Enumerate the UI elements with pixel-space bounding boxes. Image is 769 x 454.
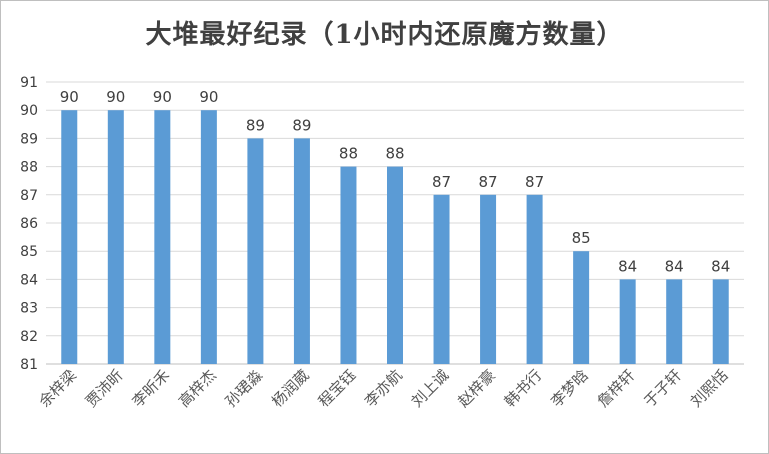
data-label: 90 bbox=[153, 88, 172, 106]
bar bbox=[712, 279, 729, 364]
y-tick-label: 86 bbox=[20, 216, 38, 232]
bar bbox=[200, 110, 217, 364]
data-label: 84 bbox=[711, 257, 730, 275]
x-tick-label: 詹梓轩 bbox=[594, 366, 639, 411]
data-labels: 90 90 90 90 89 89 88 88 87 87 87 85 84 84 84 bbox=[60, 88, 731, 275]
y-tick-label: 84 bbox=[20, 272, 38, 288]
data-label: 88 bbox=[385, 145, 404, 163]
y-tick-label: 81 bbox=[20, 357, 38, 373]
y-tick-label: 90 bbox=[20, 103, 38, 119]
data-label: 90 bbox=[60, 88, 79, 106]
bar bbox=[619, 279, 636, 364]
y-tick-label: 91 bbox=[20, 75, 38, 91]
bar bbox=[666, 279, 683, 364]
bar bbox=[340, 166, 357, 364]
x-tick-label: 赵梓豪 bbox=[454, 366, 499, 411]
data-label: 84 bbox=[618, 257, 637, 275]
y-tick-label: 88 bbox=[20, 160, 38, 176]
data-label: 84 bbox=[665, 257, 684, 275]
y-tick-label: 83 bbox=[20, 301, 38, 317]
data-label: 89 bbox=[246, 116, 265, 134]
x-tick-label: 李昕禾 bbox=[129, 366, 174, 411]
x-tick-label: 孙珺淼 bbox=[222, 366, 267, 411]
bar bbox=[480, 194, 497, 364]
x-tick-label: 刘熙恬 bbox=[687, 366, 732, 411]
x-tick-label: 李梦晗 bbox=[547, 366, 592, 411]
x-tick-label: 杨润葳 bbox=[268, 366, 313, 411]
y-tick-label: 82 bbox=[20, 329, 38, 345]
bar bbox=[573, 251, 590, 364]
x-tick-label: 韩书行 bbox=[501, 366, 546, 411]
bars bbox=[61, 110, 729, 364]
data-label: 85 bbox=[572, 229, 591, 247]
x-tick-label: 程宝钰 bbox=[315, 366, 360, 411]
x-tick-label: 高梓杰 bbox=[175, 366, 220, 411]
x-tick-label: 于子轩 bbox=[640, 366, 685, 411]
chart-title: 大堆最好纪录（1小时内还原魔方数量） bbox=[145, 20, 624, 50]
data-label: 90 bbox=[106, 88, 125, 106]
x-tick-label: 李亦航 bbox=[361, 366, 406, 411]
bar bbox=[154, 110, 171, 364]
x-tick-label: 贾沛昕 bbox=[82, 366, 127, 411]
data-label: 89 bbox=[292, 116, 311, 134]
y-tick-label: 87 bbox=[20, 188, 38, 204]
bar bbox=[247, 138, 264, 364]
bar bbox=[526, 194, 543, 364]
bar bbox=[293, 138, 310, 364]
data-label: 87 bbox=[525, 173, 544, 191]
x-tick-label: 刘上诚 bbox=[408, 366, 453, 411]
bar bbox=[61, 110, 78, 364]
bar bbox=[433, 194, 450, 364]
data-label: 88 bbox=[339, 145, 358, 163]
y-tick-label: 89 bbox=[20, 131, 38, 147]
x-axis-ticks: 余梓梁 贾沛昕 李昕禾 高梓杰 孙珺淼 杨润葳 程宝钰 李亦航 刘上诚 赵梓豪 韩书行 李梦晗 詹梓轩于… bbox=[36, 366, 732, 411]
x-tick-label: 余梓梁 bbox=[36, 366, 81, 411]
data-label: 90 bbox=[199, 88, 218, 106]
data-label: 87 bbox=[432, 173, 451, 191]
bar bbox=[387, 166, 403, 364]
y-tick-label: 85 bbox=[20, 244, 38, 260]
bar bbox=[107, 110, 124, 364]
data-label: 87 bbox=[479, 173, 498, 191]
y-axis-ticks: 81 82 83 84 85 86 87 88 89 90 91 bbox=[20, 75, 38, 373]
